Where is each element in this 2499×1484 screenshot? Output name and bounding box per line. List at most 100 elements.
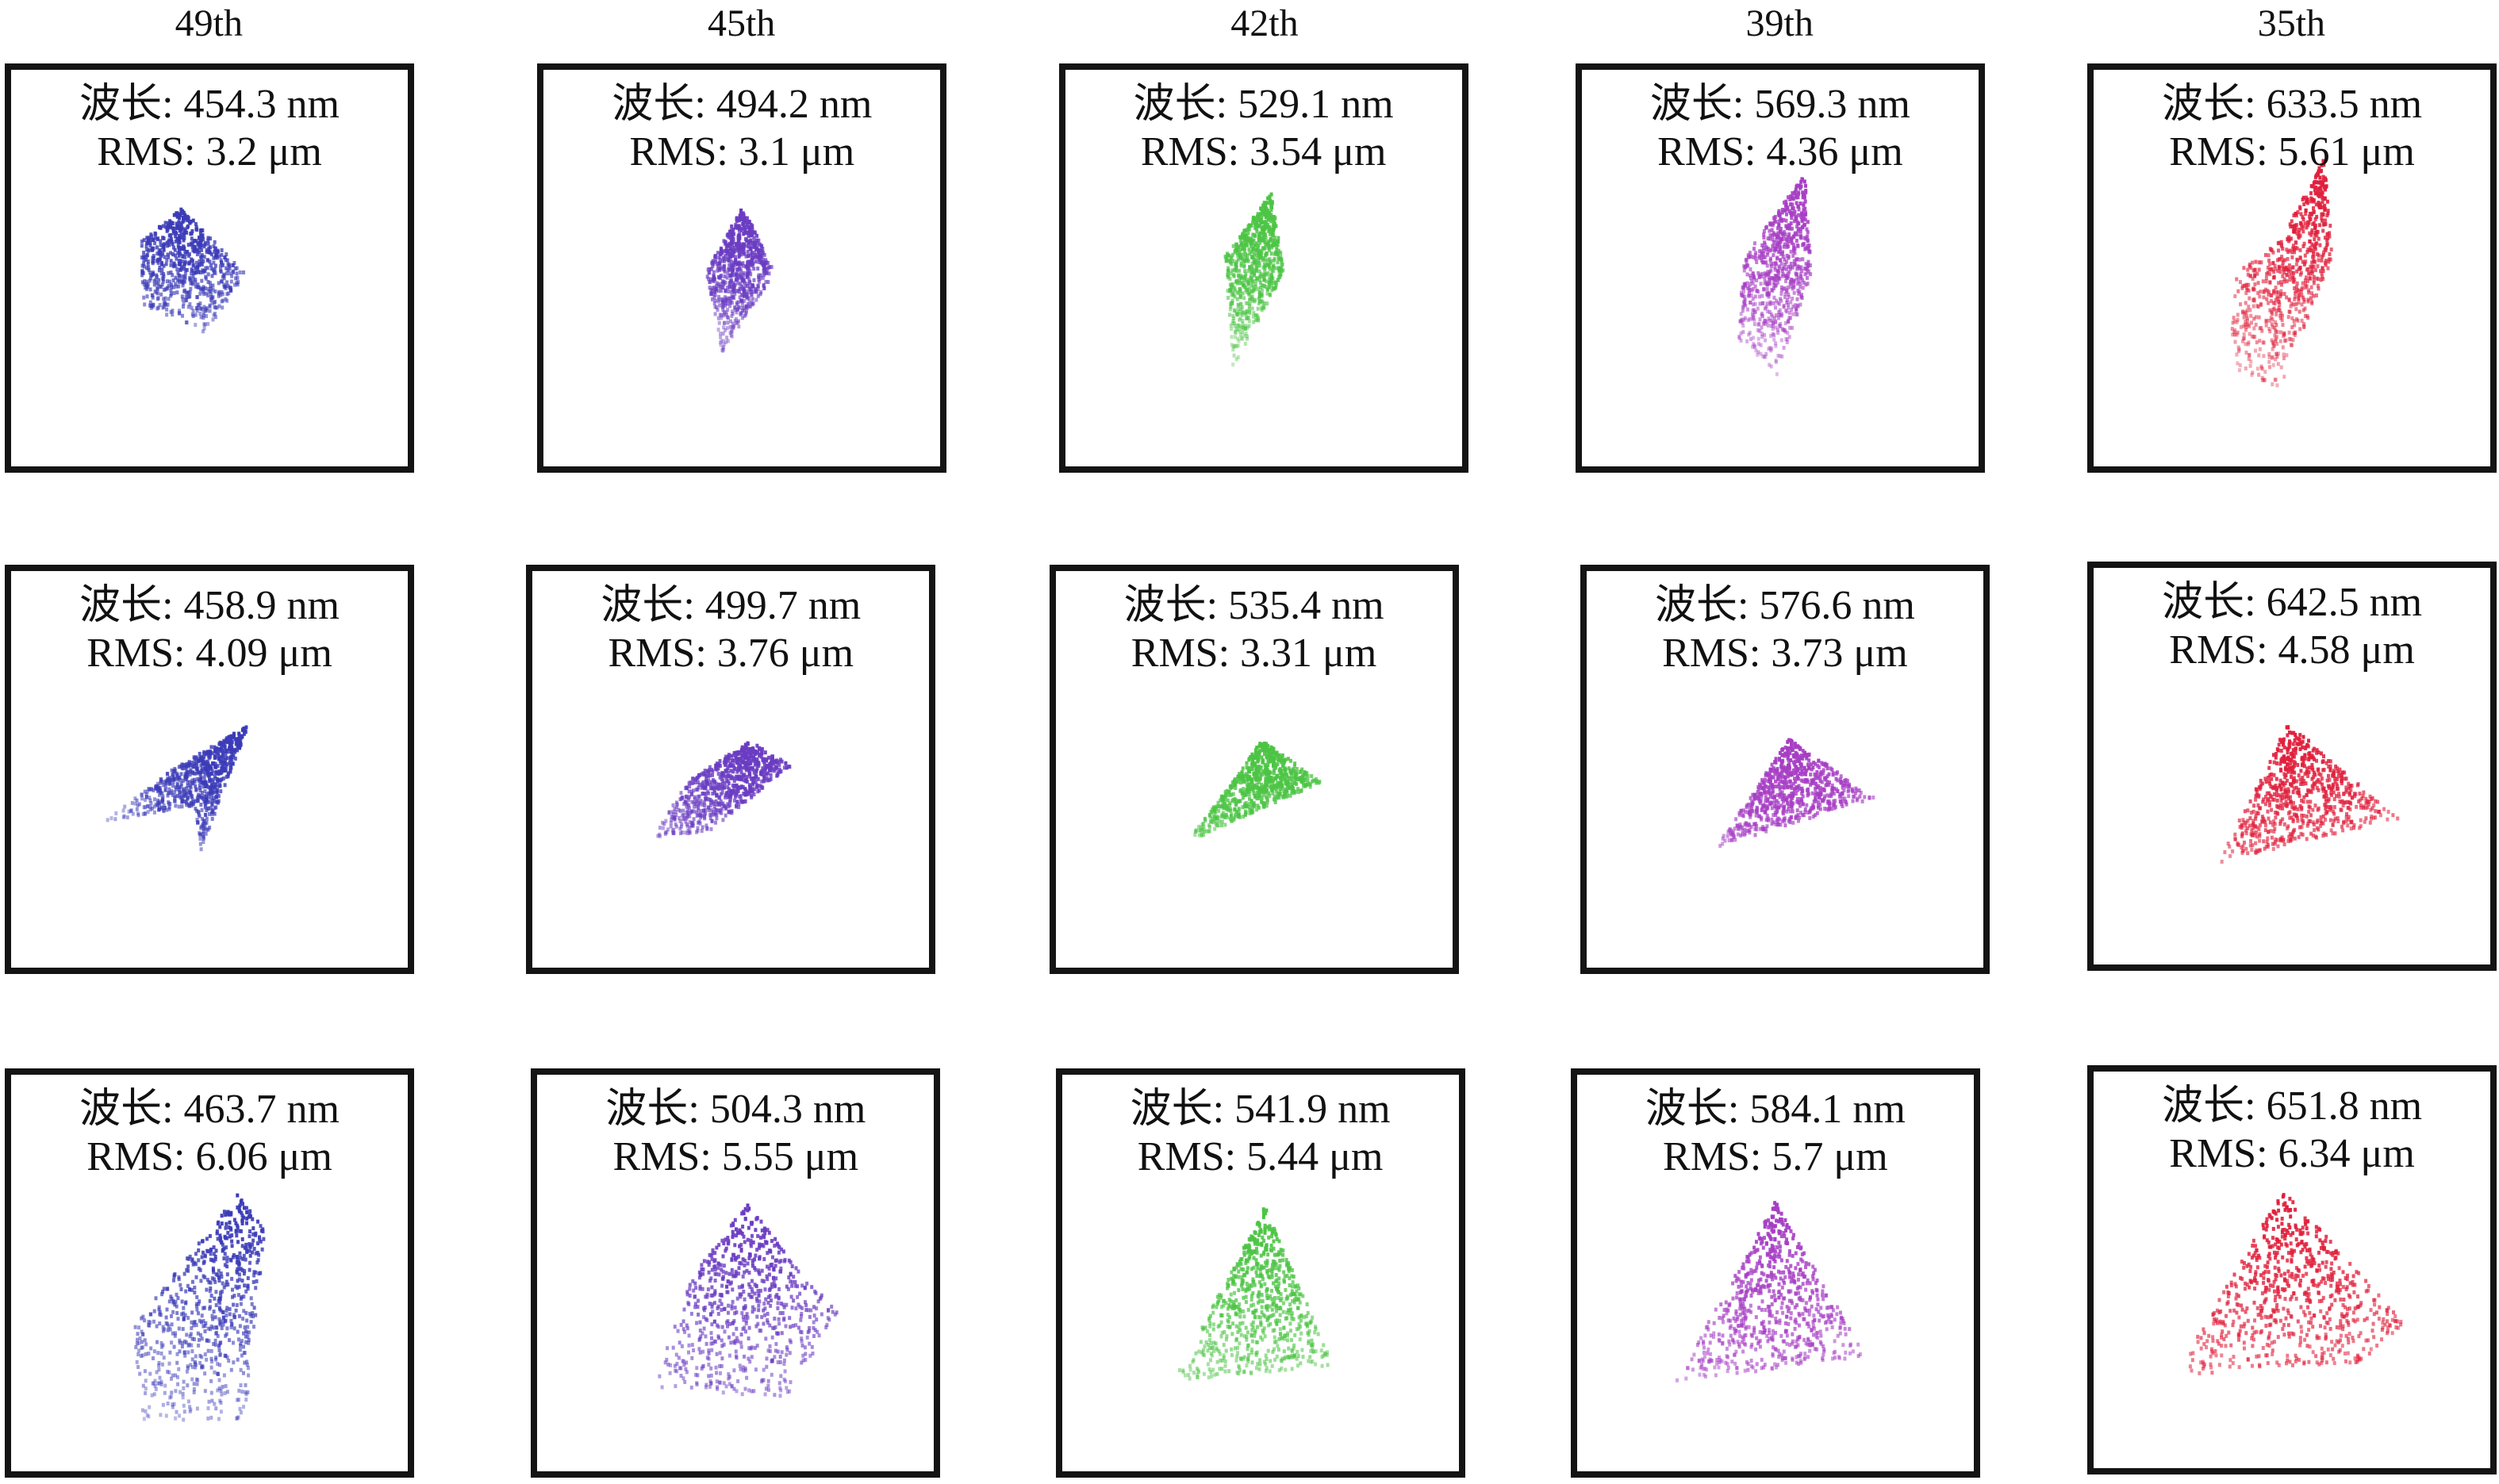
spot-point <box>685 803 689 808</box>
spot-point <box>728 300 732 305</box>
spot-point <box>747 761 750 766</box>
spot-point <box>731 228 735 232</box>
spot-point <box>739 268 743 273</box>
spot-point <box>207 795 211 800</box>
spot-point <box>2274 298 2278 303</box>
spot-point <box>1777 264 1781 269</box>
spot-point <box>1745 281 1749 286</box>
spot-point <box>747 768 751 773</box>
spot-point <box>762 283 766 288</box>
spot-point <box>2279 243 2283 247</box>
spot-point <box>1772 296 1776 301</box>
spot-point <box>2314 242 2318 247</box>
spot-point <box>199 287 203 292</box>
spot-point <box>177 793 181 798</box>
spot-point <box>1792 235 1796 240</box>
spot-point <box>202 305 206 309</box>
spot-point <box>722 803 726 808</box>
spot-point <box>220 248 224 253</box>
spot-point <box>728 773 732 778</box>
spot-point <box>225 739 229 744</box>
spot-point <box>740 278 744 282</box>
spot-point <box>211 777 215 782</box>
spot-point <box>2321 269 2325 274</box>
spot-point <box>176 251 180 255</box>
spot-point <box>2273 333 2277 338</box>
spot-point <box>1773 274 1777 278</box>
spot-point <box>1232 344 1236 349</box>
spot-point <box>754 287 758 292</box>
spot-point <box>2302 263 2306 267</box>
spot-point <box>209 263 213 268</box>
spot-point <box>2239 280 2243 285</box>
spot-point <box>1253 318 1257 323</box>
spot-point <box>155 237 159 242</box>
spot-point <box>2246 273 2250 278</box>
spot-point <box>1796 190 1800 195</box>
spot-point <box>175 290 179 295</box>
spot-point <box>766 777 770 782</box>
spot-point <box>712 295 716 300</box>
spot-point <box>230 274 234 278</box>
spot-point <box>1799 276 1803 281</box>
spot-point <box>723 264 727 269</box>
spot-point <box>1238 312 1242 316</box>
spot-point <box>2295 247 2299 251</box>
spot-point <box>2300 319 2304 324</box>
spot-point <box>2306 279 2310 284</box>
spot-point <box>1273 216 1277 220</box>
spot-point <box>1286 756 1290 761</box>
spot-point <box>196 777 200 781</box>
spot-point <box>1274 281 1278 286</box>
spot-point <box>1806 243 1810 248</box>
spot-point <box>2251 304 2255 309</box>
panel-label: 波长: 499.7 nm RMS: 3.76 μm <box>532 582 929 677</box>
spot-point <box>2279 292 2283 297</box>
spot-point <box>2271 325 2275 330</box>
spot-point <box>2242 315 2246 320</box>
spot-point <box>174 803 178 807</box>
spot-point <box>233 737 237 742</box>
spot-point <box>717 297 721 302</box>
spot-point <box>1223 255 1227 259</box>
spot-point <box>672 827 676 832</box>
spot-point <box>2244 301 2248 305</box>
spot-point <box>1242 248 1246 253</box>
spot-point <box>1242 259 1246 263</box>
spot-point <box>1274 245 1278 250</box>
spot-point <box>2275 294 2279 299</box>
spot-point <box>2267 327 2271 332</box>
spot-point <box>2258 326 2262 331</box>
spot-point <box>182 236 186 241</box>
spot-point <box>171 783 175 788</box>
spot-point <box>726 320 730 325</box>
spot-point <box>2258 339 2262 343</box>
spot-point <box>2245 316 2249 321</box>
rms-label: RMS: 3.1 μm <box>629 129 855 175</box>
spot-point <box>162 274 166 279</box>
spot-point <box>1759 282 1763 286</box>
spot-point <box>169 270 173 275</box>
spot-point <box>1267 246 1271 251</box>
spot-point <box>2284 267 2288 272</box>
spot-point <box>755 253 759 258</box>
spot-point <box>1768 319 1772 324</box>
spot-point <box>1752 322 1756 327</box>
spot-point <box>2275 330 2279 335</box>
spot-point <box>692 800 696 805</box>
spot-point <box>194 784 198 788</box>
spot-point <box>729 788 733 792</box>
spot-point <box>225 299 229 304</box>
spot-point <box>175 285 178 290</box>
spot-point <box>731 249 735 254</box>
spot-point <box>2302 324 2306 329</box>
spot-point <box>1762 229 1766 234</box>
spot-point <box>1231 273 1235 278</box>
spot-point <box>131 811 135 816</box>
spot-point <box>1749 293 1753 298</box>
spot-point <box>1774 359 1778 363</box>
spot-point <box>188 772 192 777</box>
spot-point <box>228 760 232 765</box>
spot-point <box>167 804 171 809</box>
